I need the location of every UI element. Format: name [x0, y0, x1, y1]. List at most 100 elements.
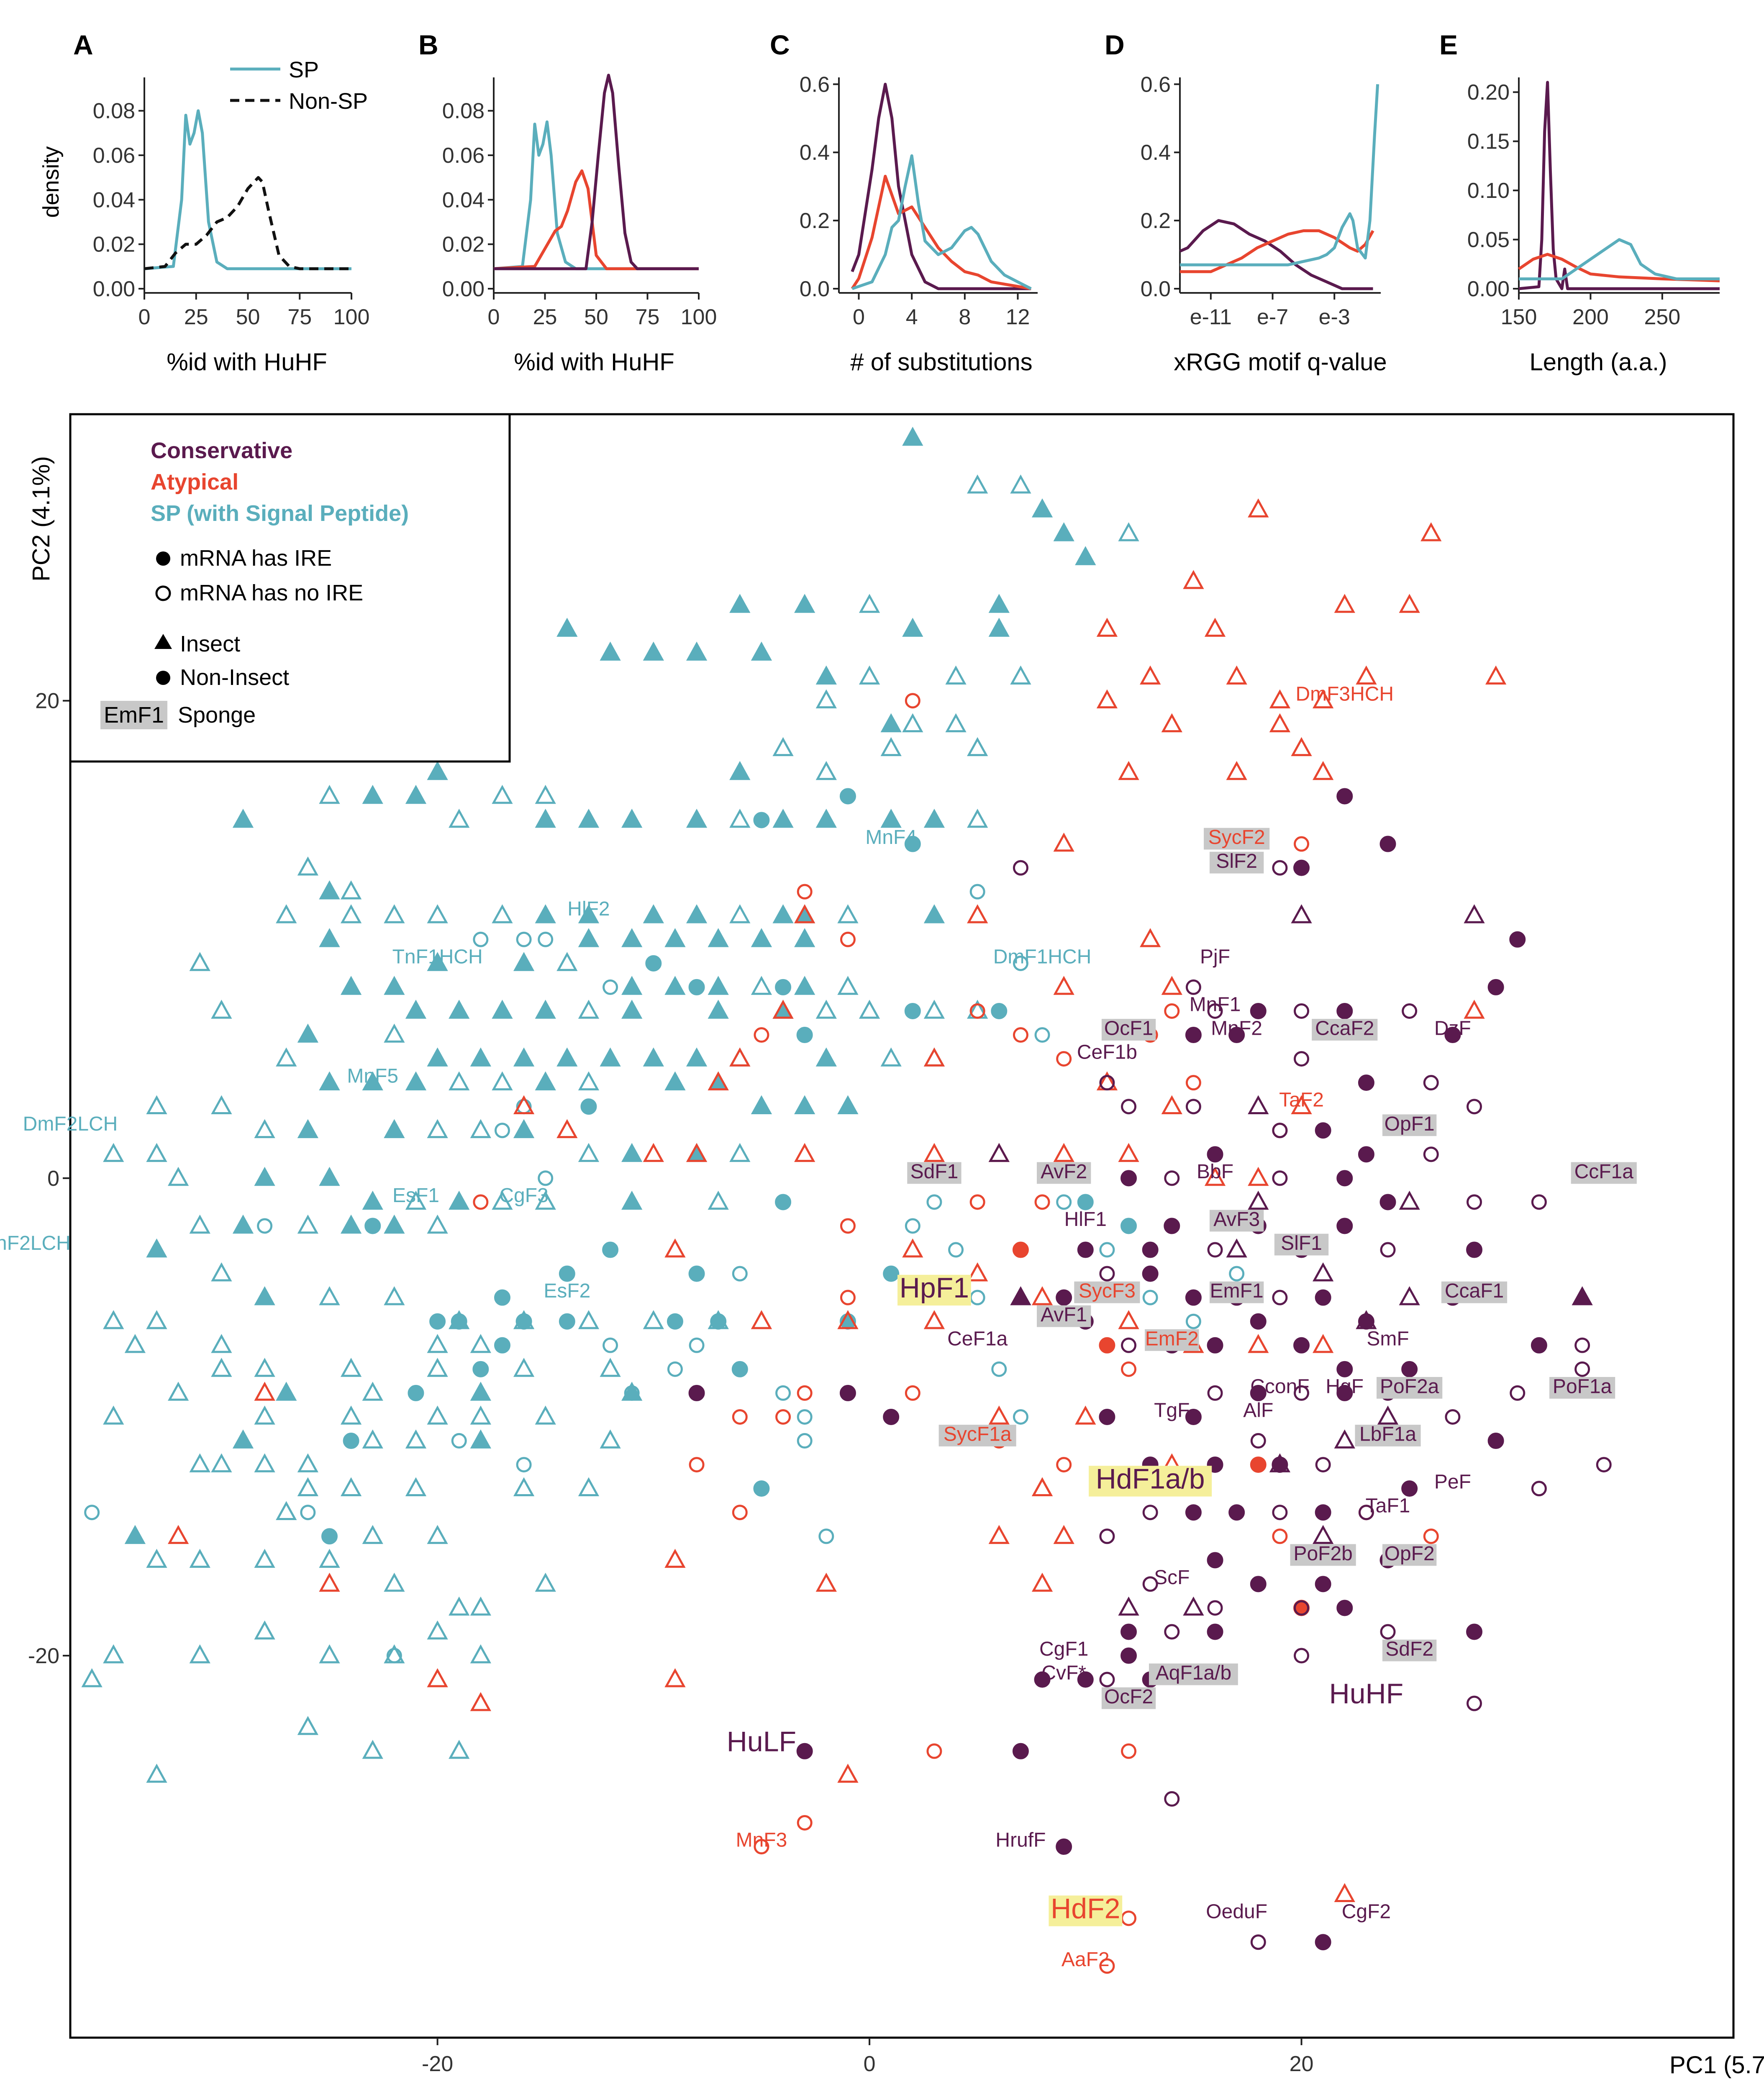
scatter-point-triangle [449, 1740, 470, 1759]
point-label-ocf2: OcF2 [1104, 1686, 1153, 1708]
scatter-point-triangle [794, 904, 815, 923]
scatter-point-circle [969, 1290, 985, 1305]
scatter-point-triangle [427, 1668, 448, 1687]
point-label-mnf3: MnF3 [736, 1829, 787, 1851]
scatter-point-triangle [1248, 1167, 1269, 1186]
scatter-point-triangle [815, 665, 837, 685]
scatter-point-circle [1120, 1647, 1137, 1664]
scatter-point-triangle [1161, 713, 1182, 733]
scatter-point-circle [797, 1815, 813, 1831]
scatter-point-circle [1336, 1218, 1353, 1234]
scatter-point-triangle [1053, 1143, 1074, 1162]
scatter-point-circle [1509, 931, 1526, 948]
scatter-point-triangle [837, 1310, 859, 1329]
scatter-point-triangle [967, 808, 988, 828]
scatter-point-triangle [124, 1525, 146, 1544]
scatter-point-circle [473, 1194, 489, 1210]
scatter-point-triangle [513, 952, 535, 971]
scatter-point-circle [904, 836, 921, 852]
scatter-point-triangle [470, 1047, 491, 1067]
scatter-point-triangle [146, 1095, 167, 1115]
point-label-opf2: OpF2 [1385, 1543, 1435, 1565]
scatter-point-circle [797, 1409, 813, 1425]
legend-non-insect-marker [156, 671, 170, 685]
panel-e-y-tick-label: 0.05 [1467, 228, 1510, 252]
scatter-point-triangle [729, 1047, 751, 1067]
scatter-point-triangle [1313, 761, 1334, 780]
scatter-point-circle [559, 1265, 575, 1282]
scatter-point-circle [1099, 1337, 1115, 1354]
scatter-point-triangle [211, 1095, 232, 1115]
scatter-point-triangle [967, 474, 988, 494]
scatter-point-triangle [708, 976, 729, 995]
panel-f-y-tick-label: -20 [28, 1644, 59, 1668]
scatter-point-triangle [923, 1047, 945, 1067]
panel-d-x-axis-title: xRGG motif q-value [1174, 349, 1387, 376]
scatter-point-triangle [470, 1382, 491, 1401]
scatter-point-circle [602, 1241, 619, 1258]
panel-b-y-tick-label: 0.00 [442, 277, 485, 301]
scatter-point-triangle [643, 1047, 664, 1067]
scatter-point-circle [1315, 1122, 1331, 1139]
scatter-point-triangle [254, 1405, 275, 1425]
scatter-point-triangle [492, 904, 513, 923]
scatter-point-triangle [1269, 689, 1291, 709]
scatter-point-triangle [189, 1214, 210, 1234]
scatter-point-triangle [449, 1190, 470, 1210]
scatter-point-circle [775, 1385, 791, 1401]
panel-d-density-plot: 0.0 0.2 0.4 0.6 e-11 e-7 e-3 [1141, 72, 1381, 329]
scatter-point-triangle [470, 1119, 491, 1138]
scatter-point-circle [1272, 1456, 1288, 1473]
scatter-point-circle [991, 1003, 1008, 1019]
scatter-point-triangle [232, 1429, 254, 1449]
scatter-point-triangle [103, 1405, 124, 1425]
scatter-point-circle [1315, 1576, 1331, 1592]
scatter-point-triangle [600, 1047, 621, 1067]
scatter-point-circle [1487, 979, 1504, 995]
point-label-sdf2-bg [1382, 1639, 1437, 1661]
scatter-point-triangle [945, 665, 967, 685]
scatter-point-triangle [988, 1143, 1010, 1162]
scatter-point-triangle [384, 1023, 405, 1043]
scatter-point-triangle [1248, 1334, 1269, 1353]
point-label-avf1: AvF1 [1041, 1304, 1087, 1326]
scatter-point-triangle [1204, 618, 1226, 637]
point-label-avf2: AvF2 [1041, 1161, 1087, 1183]
scatter-point-triangle [470, 1334, 491, 1353]
scatter-point-triangle [211, 1262, 232, 1282]
scatter-point-triangle [405, 1429, 427, 1449]
legend-sp-label: SP [289, 57, 319, 82]
scatter-point-triangle [578, 928, 600, 947]
panel-e-series-conservative [1518, 81, 1720, 290]
scatter-point-triangle [1053, 1525, 1074, 1544]
scatter-point-circle [1121, 1743, 1137, 1759]
panel-e-x-tick-label: 200 [1572, 305, 1609, 329]
scatter-point-circle [1315, 1504, 1331, 1521]
point-label-emf2: EmF2 [1145, 1328, 1199, 1350]
scatter-point-triangle [664, 1549, 686, 1568]
panel-c-density-plot: 0.0 0.2 0.4 0.6 0 4 8 12 [800, 72, 1038, 329]
scatter-point-triangle [1096, 689, 1118, 709]
scatter-point-circle [1207, 1337, 1223, 1354]
scatter-point-circle [1336, 1385, 1353, 1401]
scatter-point-triangle [794, 904, 815, 923]
scatter-point-triangle [513, 1047, 535, 1067]
point-label-slf2-bg [1209, 851, 1264, 874]
panel-c-x-tick-label: 8 [959, 305, 971, 329]
scatter-point-triangle [232, 1214, 254, 1234]
point-label-cef1b: CeF1b [1077, 1041, 1137, 1064]
point-label-pof2b-bg [1290, 1544, 1356, 1566]
point-label-opf2-bg [1382, 1544, 1437, 1566]
point-label-tgf: TgF [1154, 1399, 1190, 1421]
scatter-point-circle [473, 931, 489, 947]
scatter-point-triangle [449, 808, 470, 828]
scatter-point-triangle [535, 1000, 556, 1019]
scatter-point-circle [408, 1385, 424, 1401]
scatter-point-circle [1142, 1241, 1159, 1258]
scatter-point-circle [1531, 1194, 1547, 1210]
panel-letter-e: E [1439, 29, 1458, 60]
scatter-point-triangle [362, 1071, 383, 1090]
scatter-point-triangle [686, 1047, 708, 1067]
panel-c-y-tick-label: 0.2 [800, 209, 830, 233]
scatter-point-triangle [254, 1119, 275, 1138]
